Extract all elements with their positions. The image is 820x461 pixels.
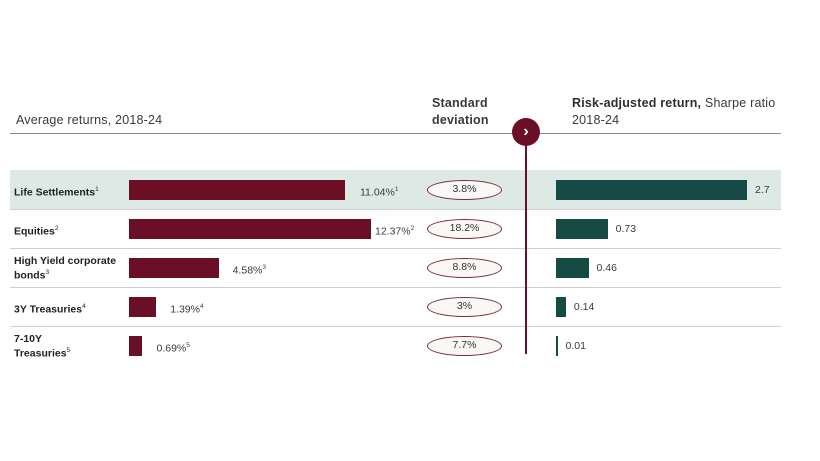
footnote-marker: 1	[394, 186, 399, 193]
sharpe-bar	[556, 180, 747, 200]
row-divider	[10, 287, 781, 288]
sharpe-bar	[556, 297, 566, 317]
sharpe-value: 0.01	[565, 340, 586, 352]
sharpe-bar	[556, 258, 589, 278]
sharpe-ratio-header: Risk-adjusted return, Sharpe ratio 2018-…	[572, 95, 775, 129]
sharpe-header-rest: Sharpe ratio	[701, 96, 776, 110]
sharpe-bar	[556, 336, 558, 356]
std-deviation-pill: 3%	[427, 297, 502, 317]
return-value: 4.58%3	[232, 264, 266, 277]
footnote-marker: 4	[82, 303, 86, 310]
std-header-line2: deviation	[432, 113, 489, 127]
average-returns-header: Average returns, 2018-24	[16, 113, 163, 127]
std-deviation-pill: 18.2%	[427, 219, 502, 239]
chevron-right-icon: ›	[523, 123, 529, 140]
return-bar	[129, 336, 143, 356]
footnote-marker: 2	[410, 225, 415, 232]
row-divider	[10, 209, 781, 210]
row-label: Equities2	[14, 225, 59, 238]
footnote-marker: 5	[186, 342, 190, 349]
std-deviation-pill: 3.8%	[427, 180, 502, 200]
std-header-line1: Standard	[432, 96, 488, 110]
sharpe-value: 0.46	[596, 262, 617, 274]
standard-deviation-header: Standard deviation	[432, 95, 489, 129]
sharpe-bar	[556, 219, 608, 239]
column-divider	[525, 139, 527, 354]
footnote-marker: 5	[66, 347, 71, 354]
footnote-marker: 1	[95, 186, 99, 193]
footnote-marker: 4	[199, 303, 204, 310]
std-deviation-pill: 7.7%	[427, 336, 502, 356]
row-label: High Yield corporate bonds3	[14, 255, 117, 282]
return-bar	[129, 297, 157, 317]
sharpe-value: 0.73	[615, 223, 637, 235]
return-value: 11.04%1	[360, 186, 399, 199]
return-value: 1.39%4	[170, 303, 204, 316]
return-value: 0.69%5	[156, 342, 190, 355]
std-deviation-pill: 8.8%	[427, 258, 502, 278]
return-bar	[129, 180, 345, 200]
return-bar	[129, 219, 371, 239]
return-bar	[129, 258, 219, 278]
header-rule	[10, 133, 781, 134]
sharpe-header-bold: Risk-adjusted return,	[572, 96, 702, 110]
footnote-marker: 3	[262, 264, 266, 271]
sharpe-header-period: 2018-24	[572, 113, 620, 127]
row-label: 7-10Y Treasuries5	[14, 333, 71, 360]
sharpe-value: 0.14	[573, 301, 595, 313]
return-value: 12.37%2	[375, 225, 415, 238]
sharpe-value: 2.7	[755, 184, 770, 196]
row-label: 3Y Treasuries4	[14, 303, 86, 316]
footnote-marker: 2	[54, 225, 59, 232]
row-label: Life Settlements1	[14, 186, 99, 199]
row-divider	[10, 248, 781, 249]
next-arrow-button[interactable]: ›	[512, 118, 540, 146]
footnote-marker: 3	[45, 269, 50, 276]
row-divider	[10, 326, 781, 327]
